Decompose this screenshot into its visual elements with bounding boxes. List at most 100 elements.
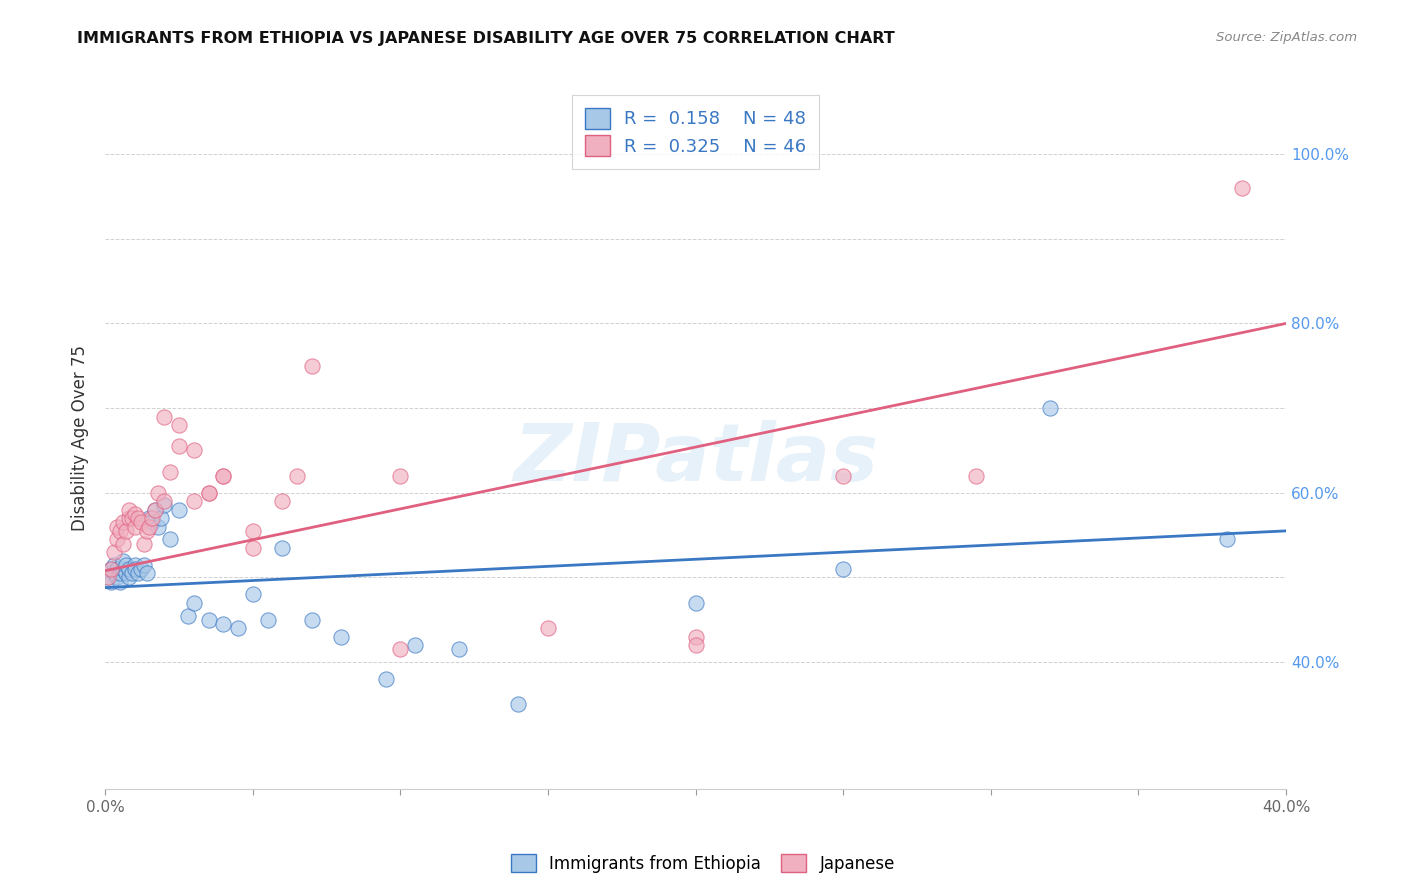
Legend: Immigrants from Ethiopia, Japanese: Immigrants from Ethiopia, Japanese (505, 847, 901, 880)
Point (449, 642, 471, 657)
Text: ZIPatlas: ZIPatlas (513, 420, 879, 498)
Point (118, 562, 141, 576)
Point (97, 570, 120, 584)
Point (115, 566, 138, 581)
Point (330, 630, 353, 644)
Point (685, 638, 707, 652)
Point (141, 511, 163, 525)
Point (105, 533, 128, 547)
Point (124, 558, 146, 572)
Point (832, 468, 855, 483)
Point (148, 485, 170, 500)
Point (118, 570, 141, 584)
Point (404, 638, 426, 652)
Point (1230, 181, 1253, 195)
Point (301, 359, 323, 373)
Point (1039, 401, 1062, 416)
Point (100, 562, 122, 576)
Point (167, 502, 190, 516)
Point (103, 566, 125, 581)
Point (115, 558, 138, 572)
Point (121, 566, 143, 581)
Point (111, 553, 134, 567)
Point (1216, 533, 1239, 547)
Point (111, 562, 134, 576)
Point (197, 485, 219, 500)
Text: Source: ZipAtlas.com: Source: ZipAtlas.com (1216, 31, 1357, 45)
Point (105, 519, 128, 533)
Text: IMMIGRANTS FROM ETHIOPIA VS JAPANESE DISABILITY AGE OVER 75 CORRELATION CHART: IMMIGRANTS FROM ETHIOPIA VS JAPANESE DIS… (77, 31, 896, 46)
Point (301, 613, 323, 627)
Point (121, 511, 143, 525)
Point (105, 570, 128, 584)
Point (153, 499, 176, 513)
Legend: R =  0.158    N = 48, R =  0.325    N = 46: R = 0.158 N = 48, R = 0.325 N = 46 (572, 95, 820, 169)
Point (103, 558, 125, 572)
Point (135, 566, 157, 581)
Point (100, 574, 122, 589)
Point (129, 516, 152, 530)
Point (103, 545, 125, 559)
Point (153, 409, 176, 424)
Point (256, 613, 278, 627)
Point (145, 502, 167, 516)
Point (108, 524, 131, 538)
Point (685, 596, 707, 610)
Point (183, 596, 205, 610)
Point (132, 558, 155, 572)
Point (148, 519, 170, 533)
Point (138, 519, 160, 533)
Point (127, 566, 149, 581)
Point (118, 502, 141, 516)
Point (108, 574, 131, 589)
Point (159, 465, 181, 479)
Point (129, 562, 152, 576)
Point (135, 524, 157, 538)
Point (197, 485, 219, 500)
Point (97, 570, 120, 584)
Point (271, 541, 294, 555)
Point (965, 468, 987, 483)
Point (389, 468, 412, 483)
Point (100, 562, 122, 576)
Point (159, 533, 181, 547)
Point (177, 608, 200, 623)
Point (111, 536, 134, 550)
Point (374, 672, 396, 686)
Point (212, 468, 235, 483)
Point (124, 519, 146, 533)
Point (167, 418, 190, 433)
Point (271, 494, 294, 508)
Point (132, 536, 155, 550)
Point (108, 566, 131, 581)
Point (212, 468, 235, 483)
Point (832, 562, 855, 576)
Point (226, 621, 249, 635)
Point (141, 516, 163, 530)
Point (389, 642, 412, 657)
Point (285, 468, 308, 483)
Point (105, 562, 128, 576)
Point (111, 516, 134, 530)
Point (242, 524, 264, 538)
Point (138, 511, 160, 525)
Point (115, 524, 138, 538)
Point (183, 443, 205, 458)
Point (153, 494, 176, 508)
Point (197, 613, 219, 627)
Point (242, 587, 264, 601)
Point (183, 494, 205, 508)
Point (150, 511, 173, 525)
Y-axis label: Disability Age Over 75: Disability Age Over 75 (72, 344, 89, 531)
Point (124, 562, 146, 576)
Point (127, 511, 149, 525)
Point (537, 621, 560, 635)
Point (212, 617, 235, 632)
Point (685, 630, 707, 644)
Point (124, 507, 146, 521)
Point (508, 698, 530, 712)
Point (118, 511, 141, 525)
Point (242, 541, 264, 555)
Point (167, 439, 190, 453)
Point (145, 502, 167, 516)
